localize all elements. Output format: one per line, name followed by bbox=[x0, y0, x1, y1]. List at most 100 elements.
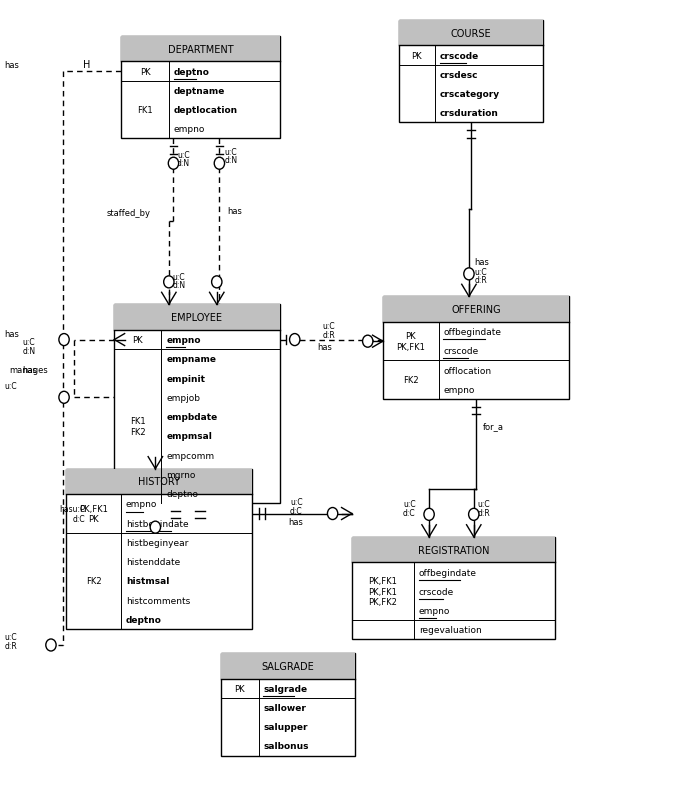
Text: DEPARTMENT: DEPARTMENT bbox=[168, 45, 233, 55]
Text: PK: PK bbox=[235, 684, 245, 693]
Circle shape bbox=[46, 639, 56, 651]
Circle shape bbox=[214, 158, 224, 170]
Circle shape bbox=[424, 508, 434, 520]
Circle shape bbox=[328, 508, 338, 520]
Text: has: has bbox=[4, 61, 19, 70]
Text: empmsal: empmsal bbox=[166, 431, 212, 441]
Text: empno: empno bbox=[174, 125, 205, 134]
Circle shape bbox=[290, 334, 300, 346]
Text: PK
PK,FK1: PK PK,FK1 bbox=[396, 332, 425, 351]
Text: has: has bbox=[4, 329, 19, 338]
Text: d:C: d:C bbox=[403, 508, 415, 517]
Text: u:C: u:C bbox=[23, 338, 35, 347]
Bar bbox=[66, 469, 252, 630]
Bar bbox=[221, 653, 355, 678]
Text: for_a: for_a bbox=[483, 421, 504, 430]
Bar bbox=[121, 37, 279, 63]
Text: EMPLOYEE: EMPLOYEE bbox=[171, 313, 222, 322]
Text: histbegindate: histbegindate bbox=[126, 519, 188, 528]
Text: d:C: d:C bbox=[72, 514, 86, 523]
Text: FK2: FK2 bbox=[86, 577, 101, 585]
Bar bbox=[115, 305, 279, 504]
Text: manages: manages bbox=[9, 366, 48, 375]
Text: deptno: deptno bbox=[174, 67, 209, 76]
Text: u:C: u:C bbox=[172, 273, 185, 282]
Text: empjob: empjob bbox=[166, 393, 200, 403]
Text: histcomments: histcomments bbox=[126, 596, 190, 605]
Text: has: has bbox=[288, 517, 303, 526]
Text: u:C: u:C bbox=[224, 148, 237, 157]
Text: mgrno: mgrno bbox=[166, 470, 195, 479]
Text: FK1: FK1 bbox=[137, 106, 152, 115]
Text: SALGRADE: SALGRADE bbox=[262, 661, 315, 671]
Text: u:C: u:C bbox=[477, 500, 490, 508]
Text: d:N: d:N bbox=[23, 346, 36, 356]
Text: regevaluation: regevaluation bbox=[419, 626, 482, 634]
Text: COURSE: COURSE bbox=[451, 29, 491, 38]
Text: has: has bbox=[23, 365, 38, 375]
Text: HISTORY: HISTORY bbox=[138, 477, 180, 487]
Text: deptname: deptname bbox=[174, 87, 225, 95]
Text: FK1
FK2: FK1 FK2 bbox=[130, 417, 146, 436]
Bar bbox=[399, 21, 543, 124]
Text: empinit: empinit bbox=[166, 374, 205, 383]
Circle shape bbox=[469, 508, 479, 520]
Text: histbeginyear: histbeginyear bbox=[126, 538, 188, 547]
Text: staffed_by: staffed_by bbox=[107, 209, 151, 217]
Text: has: has bbox=[317, 342, 333, 352]
Text: histmsal: histmsal bbox=[126, 577, 169, 585]
Text: u:C: u:C bbox=[4, 381, 17, 391]
Text: PK: PK bbox=[132, 336, 144, 345]
Circle shape bbox=[212, 277, 222, 289]
Text: sallower: sallower bbox=[264, 703, 306, 712]
Circle shape bbox=[164, 277, 174, 289]
Text: deptno: deptno bbox=[126, 615, 161, 624]
Bar bbox=[383, 297, 569, 322]
Bar bbox=[352, 537, 555, 563]
Circle shape bbox=[59, 334, 69, 346]
Text: d:R: d:R bbox=[4, 642, 17, 650]
Text: OFFERING: OFFERING bbox=[451, 305, 501, 314]
Text: empno: empno bbox=[166, 336, 201, 345]
Text: u:C: u:C bbox=[177, 151, 190, 160]
Text: crscode: crscode bbox=[440, 51, 479, 60]
Text: d:R: d:R bbox=[322, 330, 335, 340]
Bar bbox=[352, 537, 555, 639]
Text: deptno: deptno bbox=[166, 489, 198, 498]
Text: histenddate: histenddate bbox=[126, 557, 180, 566]
Text: PK,FK1
PK,FK1
PK,FK2: PK,FK1 PK,FK1 PK,FK2 bbox=[368, 577, 397, 606]
Text: crscode: crscode bbox=[444, 347, 479, 356]
Circle shape bbox=[464, 269, 474, 281]
Text: PK,FK1
PK: PK,FK1 PK bbox=[79, 504, 108, 524]
Text: u:C: u:C bbox=[322, 322, 335, 331]
Text: has: has bbox=[475, 258, 489, 267]
Text: crsduration: crsduration bbox=[440, 109, 499, 118]
Text: H: H bbox=[83, 60, 90, 70]
Text: d:R: d:R bbox=[477, 508, 490, 517]
Bar bbox=[399, 21, 543, 47]
Bar bbox=[115, 305, 279, 330]
Text: u:C: u:C bbox=[290, 497, 302, 506]
Text: PK: PK bbox=[139, 67, 150, 76]
Text: deptlocation: deptlocation bbox=[174, 106, 237, 115]
Bar bbox=[383, 297, 569, 399]
Text: offbegindate: offbegindate bbox=[444, 328, 502, 337]
Text: empno: empno bbox=[419, 606, 450, 615]
Text: PK: PK bbox=[411, 51, 422, 60]
Text: salupper: salupper bbox=[264, 723, 308, 731]
Text: d:C: d:C bbox=[290, 506, 302, 515]
Text: empcomm: empcomm bbox=[166, 451, 215, 460]
Text: crsdesc: crsdesc bbox=[440, 71, 478, 79]
Text: has: has bbox=[228, 207, 243, 216]
Text: d:N: d:N bbox=[177, 159, 190, 168]
Text: crscode: crscode bbox=[419, 587, 454, 596]
Text: u:C: u:C bbox=[475, 268, 487, 277]
Circle shape bbox=[59, 392, 69, 403]
Circle shape bbox=[168, 158, 179, 170]
Circle shape bbox=[362, 336, 373, 348]
Text: crscategory: crscategory bbox=[440, 90, 500, 99]
Bar bbox=[66, 469, 252, 495]
Text: offbegindate: offbegindate bbox=[419, 568, 477, 577]
Text: FK2: FK2 bbox=[403, 375, 419, 385]
Text: d:N: d:N bbox=[172, 281, 186, 290]
